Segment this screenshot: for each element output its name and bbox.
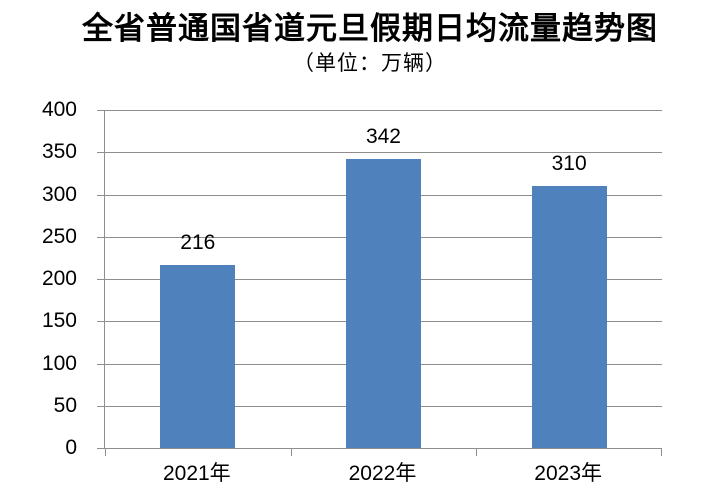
y-axis-tick-label: 0 bbox=[65, 436, 77, 459]
y-axis-tick-label: 350 bbox=[41, 140, 77, 164]
x-axis-tick bbox=[476, 448, 478, 456]
y-axis-tick-label: 300 bbox=[41, 182, 77, 206]
y-axis-tick-label: 200 bbox=[41, 267, 77, 290]
gridline bbox=[105, 110, 662, 111]
y-axis-tick-label: 250 bbox=[41, 224, 77, 248]
x-axis-tick bbox=[661, 448, 662, 456]
y-axis-tick bbox=[97, 194, 104, 196]
x-axis-category-label: 2023年 bbox=[534, 462, 603, 485]
plot-area: 216 342 310 bbox=[97, 110, 662, 456]
y-axis-tick-label: 50 bbox=[53, 393, 77, 417]
bar bbox=[160, 265, 236, 448]
title-block: 全省普通国省道元旦假期日均流量趋势图 （单位：万辆） bbox=[33, 11, 707, 76]
x-axis-tick bbox=[290, 448, 292, 456]
value-label: 216 bbox=[180, 231, 216, 255]
chart-title: 全省普通国省道元旦假期日均流量趋势图 bbox=[82, 11, 658, 46]
x-axis-tick bbox=[105, 448, 106, 456]
x-axis-labels: 2021年 2022年 2023年 bbox=[104, 461, 661, 491]
y-axis-tick-label: 400 bbox=[41, 98, 77, 121]
y-axis-tick bbox=[97, 363, 104, 365]
value-label: 310 bbox=[551, 152, 587, 176]
x-axis-category-label: 2022年 bbox=[348, 462, 417, 485]
y-axis-tick-label: 100 bbox=[41, 351, 77, 375]
y-axis-tick bbox=[97, 321, 104, 323]
y-axis-tick bbox=[97, 279, 104, 280]
y-axis-tick bbox=[97, 110, 104, 111]
chart-subtitle: （单位：万辆） bbox=[293, 51, 447, 75]
y-axis-labels: 0 50 100 150 200 250 300 350 400 bbox=[0, 98, 77, 459]
y-axis-tick-label: 150 bbox=[41, 309, 77, 333]
bar bbox=[346, 159, 421, 448]
y-axis-tick bbox=[97, 405, 104, 407]
x-axis-category-label: 2021年 bbox=[162, 462, 231, 485]
y-axis-tick bbox=[97, 448, 104, 449]
y-axis-tick bbox=[97, 236, 104, 238]
bar bbox=[531, 186, 607, 448]
y-axis-tick bbox=[97, 152, 104, 154]
gridline bbox=[105, 152, 662, 154]
value-label: 342 bbox=[365, 125, 401, 149]
